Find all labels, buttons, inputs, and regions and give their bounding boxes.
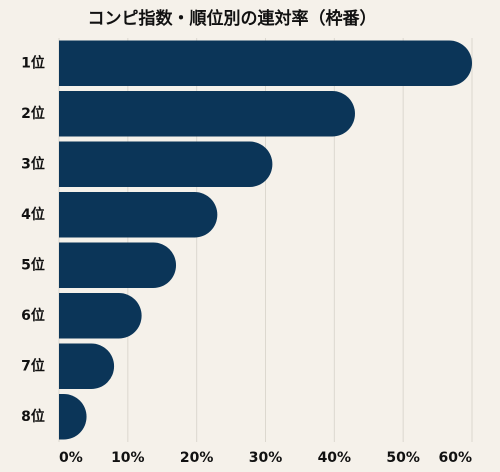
x-tick-label: 50% bbox=[386, 450, 420, 466]
bar bbox=[59, 141, 273, 187]
bar bbox=[59, 91, 355, 137]
x-tick-label: 60% bbox=[438, 450, 472, 466]
y-tick-label: 6位 bbox=[21, 307, 45, 324]
x-tick-label: 10% bbox=[111, 450, 145, 466]
y-tick-label: 4位 bbox=[21, 206, 45, 223]
bar bbox=[59, 343, 115, 389]
x-tick-label: 20% bbox=[180, 450, 214, 466]
bar bbox=[59, 242, 177, 288]
y-tick-label: 2位 bbox=[21, 105, 45, 122]
y-tick-label: 7位 bbox=[21, 357, 45, 374]
bar bbox=[59, 394, 87, 440]
y-tick-label: 1位 bbox=[21, 54, 45, 71]
x-tick-label: 0% bbox=[59, 450, 83, 466]
bar bbox=[59, 192, 218, 238]
y-tick-label: 3位 bbox=[21, 155, 45, 172]
bar bbox=[59, 40, 472, 86]
y-tick-label: 8位 bbox=[21, 408, 45, 425]
x-tick-label: 30% bbox=[249, 450, 283, 466]
chart-title: コンピ指数・順位別の連対率（枠番） bbox=[88, 8, 377, 29]
x-tick-label: 40% bbox=[318, 450, 352, 466]
y-tick-label: 5位 bbox=[21, 256, 45, 273]
bar bbox=[59, 293, 142, 339]
